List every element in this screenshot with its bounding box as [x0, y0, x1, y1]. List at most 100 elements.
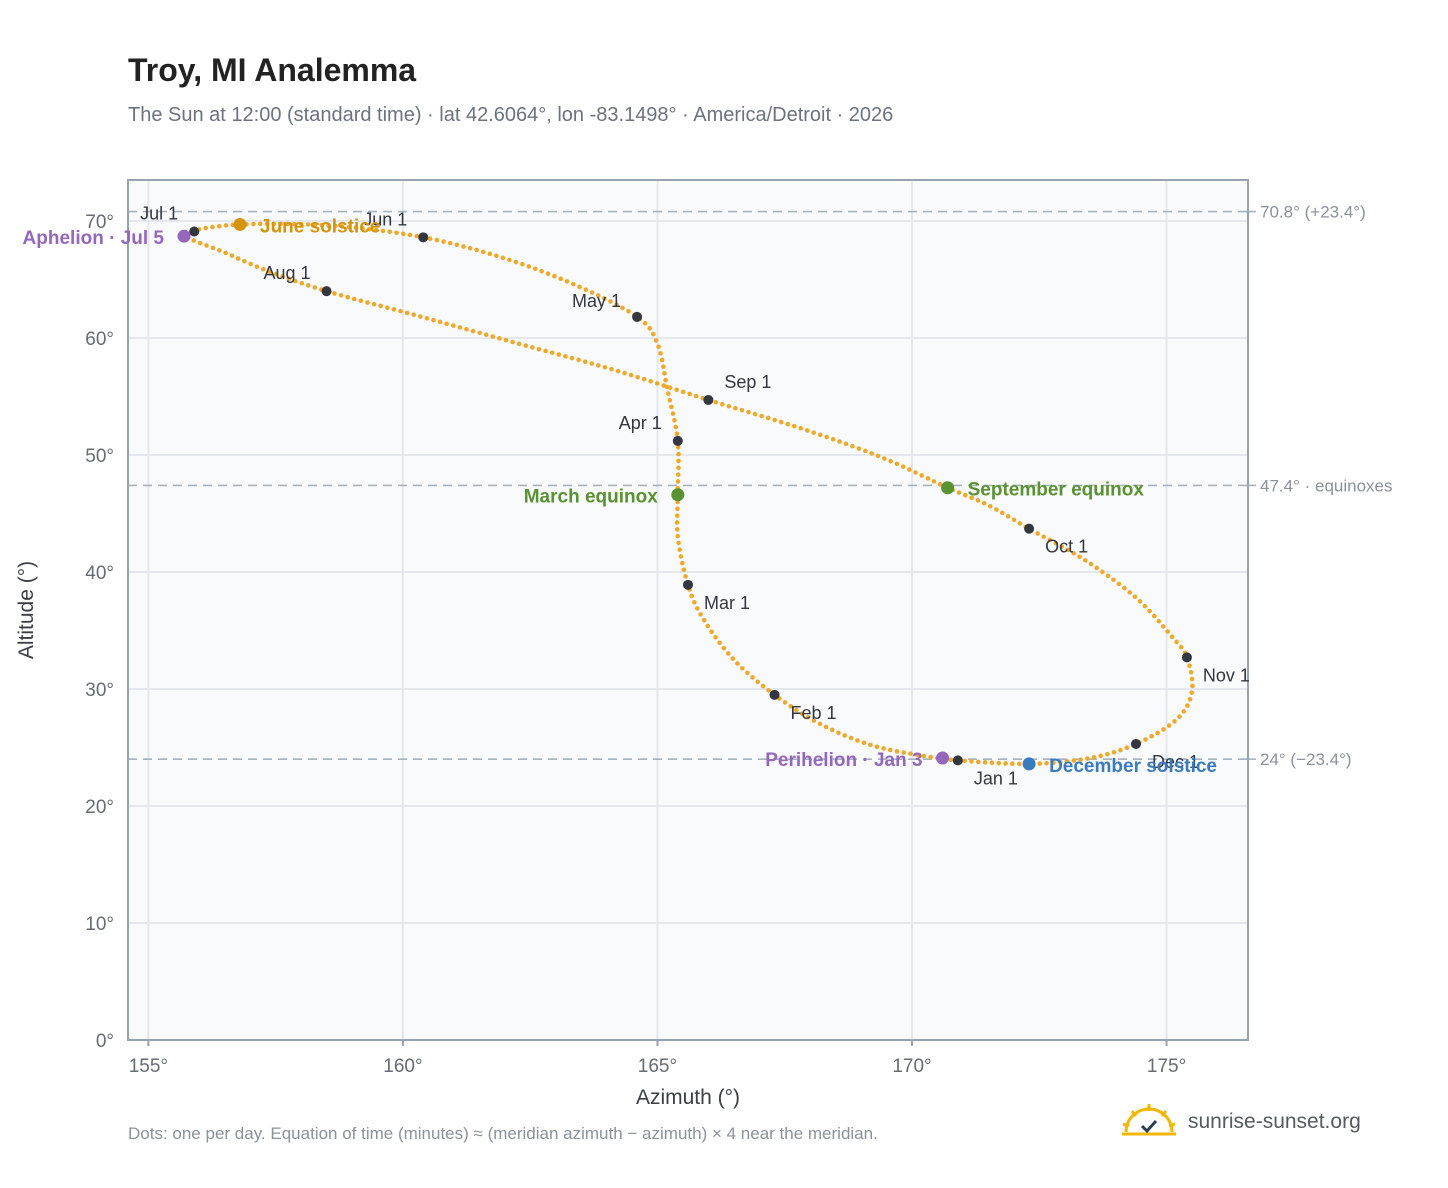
daily-dot — [981, 500, 987, 506]
daily-dot — [242, 258, 247, 264]
daily-dot — [755, 679, 761, 685]
daily-dot — [635, 374, 640, 380]
daily-dot — [358, 298, 364, 304]
daily-dot — [614, 302, 619, 307]
daily-dot — [677, 547, 682, 552]
event-marker-solstice-june — [233, 217, 247, 231]
daily-dot — [874, 744, 880, 750]
event-marker-apsis — [936, 751, 950, 765]
daily-dot — [672, 417, 677, 423]
daily-dot — [543, 348, 548, 354]
daily-dot — [656, 344, 661, 350]
daily-dot — [675, 533, 681, 539]
daily-dot — [1003, 761, 1008, 766]
daily-dot — [765, 415, 771, 421]
daily-dot — [782, 700, 788, 705]
y-tick-label: 60° — [85, 329, 114, 350]
x-tick-label: 155° — [129, 1056, 168, 1077]
daily-dot — [1155, 730, 1160, 736]
daily-dot — [919, 473, 925, 478]
daily-dot — [285, 221, 290, 227]
daily-dot — [1165, 629, 1170, 634]
daily-dot — [698, 612, 703, 617]
daily-dot — [887, 747, 893, 753]
daily-dot — [969, 759, 974, 764]
daily-dot — [689, 593, 695, 599]
daily-dot — [387, 229, 393, 235]
x-axis-label: Azimuth (°) — [636, 1086, 740, 1109]
daily-dot — [740, 665, 745, 671]
daily-dot — [994, 507, 999, 512]
daily-dot — [305, 222, 311, 227]
daily-dot — [1105, 751, 1110, 757]
daily-dot — [360, 226, 365, 231]
daily-dot — [1098, 753, 1104, 759]
daily-dot — [1057, 759, 1063, 765]
daily-dot — [654, 381, 660, 386]
daily-dot — [1190, 683, 1195, 689]
daily-dot — [720, 401, 725, 407]
daily-dot — [811, 718, 817, 723]
month-marker — [952, 755, 963, 766]
daily-dot — [1105, 573, 1111, 579]
daily-dot — [217, 248, 222, 253]
daily-dot — [676, 458, 681, 464]
daily-dot — [823, 724, 829, 730]
daily-dot — [447, 240, 453, 246]
daily-dot — [608, 299, 613, 304]
daily-dot — [948, 757, 954, 763]
brand[interactable]: sunrise-sunset.org — [1120, 1102, 1361, 1142]
daily-dot — [394, 230, 399, 236]
daily-dot — [665, 391, 671, 396]
daily-dot — [721, 645, 727, 651]
daily-dot — [507, 257, 512, 263]
daily-dot — [312, 222, 318, 227]
daily-dot — [982, 760, 988, 765]
daily-dot — [365, 300, 370, 305]
daily-dot — [778, 419, 784, 425]
daily-dot — [571, 281, 576, 287]
daily-dot — [434, 237, 440, 243]
daily-dot — [1111, 749, 1117, 755]
daily-dot — [229, 253, 235, 258]
daily-dot — [1118, 747, 1123, 753]
daily-dot — [620, 305, 625, 311]
daily-dot — [278, 221, 284, 227]
daily-dot — [674, 520, 680, 525]
daily-dot — [713, 399, 719, 405]
daily-dot — [869, 451, 874, 456]
daily-dot — [1149, 733, 1154, 739]
month-marker-label: Mar 1 — [704, 593, 750, 613]
daily-dot — [836, 730, 841, 736]
event-marker-solstice-december — [1022, 757, 1036, 771]
daily-dot — [437, 319, 443, 325]
daily-dot — [564, 279, 570, 284]
daily-dot — [626, 309, 631, 314]
month-marker-label: Jan 1 — [974, 768, 1018, 788]
daily-dot — [353, 225, 359, 231]
daily-dot — [861, 740, 867, 746]
plot-area — [128, 180, 1248, 1040]
daily-dot — [791, 423, 797, 429]
daily-dot — [444, 321, 449, 327]
month-marker-label: Jul 1 — [140, 203, 178, 223]
month-marker — [672, 435, 683, 446]
daily-dot — [487, 251, 493, 257]
reference-line-label: 47.4° · equinoxes — [1260, 476, 1393, 495]
daily-dot — [391, 307, 397, 312]
daily-dot — [1088, 561, 1094, 567]
daily-dot — [298, 221, 304, 227]
event-label: December solstice — [1049, 756, 1217, 777]
daily-dot — [1005, 514, 1011, 519]
daily-dot — [477, 330, 482, 336]
daily-dot — [681, 567, 687, 573]
daily-dot — [701, 617, 707, 623]
daily-dot — [996, 760, 1002, 766]
daily-dot — [733, 405, 738, 411]
daily-dot — [404, 310, 410, 316]
daily-dot — [589, 290, 595, 295]
daily-dot — [503, 337, 509, 343]
daily-dot — [248, 261, 253, 267]
footnote: Dots: one per day. Equation of time (min… — [128, 1124, 878, 1143]
